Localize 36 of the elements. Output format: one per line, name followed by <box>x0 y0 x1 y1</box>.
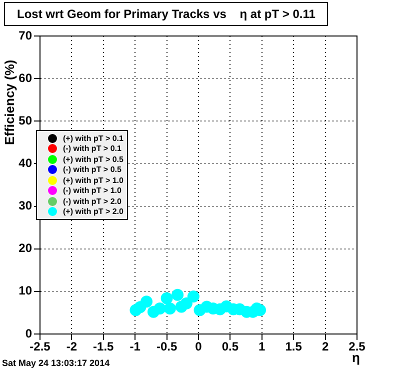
y-tick-label: 0 <box>25 326 32 340</box>
legend-label: (-) with pT > 2.0 <box>63 196 122 206</box>
legend-label: (-) with pT > 1.0 <box>63 186 122 196</box>
y-tick-label: 70 <box>18 28 32 42</box>
y-tick-label: 60 <box>18 70 32 85</box>
legend-label: (+) with pT > 0.5 <box>63 154 124 164</box>
x-tick-label: 1 <box>258 340 266 354</box>
point <box>140 296 153 308</box>
y-axis-title: Efficiency (%) <box>2 60 17 148</box>
y-tick-label: 20 <box>18 241 32 256</box>
legend-label: (+) with pT > 2.0 <box>63 207 124 216</box>
x-tick-label: -0.5 <box>156 340 178 354</box>
point <box>180 297 192 310</box>
x-tick-label: -2.5 <box>30 340 51 354</box>
x-tick-label: -2 <box>66 340 78 354</box>
chart-title: Lost wrt Geom for Primary Tracks vs η at pT > 0.11 <box>4 2 328 26</box>
x-tick-label: 0 <box>195 340 202 354</box>
point <box>172 288 184 301</box>
y-tick-label: 50 <box>18 113 32 128</box>
y-tick-label: 10 <box>18 284 32 298</box>
point <box>187 290 200 303</box>
legend-label: (+) with pT > 0.1 <box>63 134 124 143</box>
x-tick-label: 1.5 <box>285 340 302 354</box>
point <box>160 292 173 304</box>
x-tick-label: 2 <box>322 340 329 354</box>
y-tick-label: 30 <box>18 198 32 213</box>
point <box>164 302 176 314</box>
text: Sat May 24 13:03:17 2014 <box>2 358 110 368</box>
x-tick-label: -1 <box>130 340 141 354</box>
x-tick-label: -1.5 <box>93 340 114 354</box>
legend-label: (-) with pT > 0.1 <box>63 144 122 154</box>
x-tick-label: 0.5 <box>222 340 239 354</box>
y-tick-label: 40 <box>18 156 32 170</box>
legend-label: (+) with pT > 1.0 <box>63 176 124 185</box>
point <box>154 302 166 314</box>
legend-label: (-) with pT > 0.5 <box>63 165 122 174</box>
